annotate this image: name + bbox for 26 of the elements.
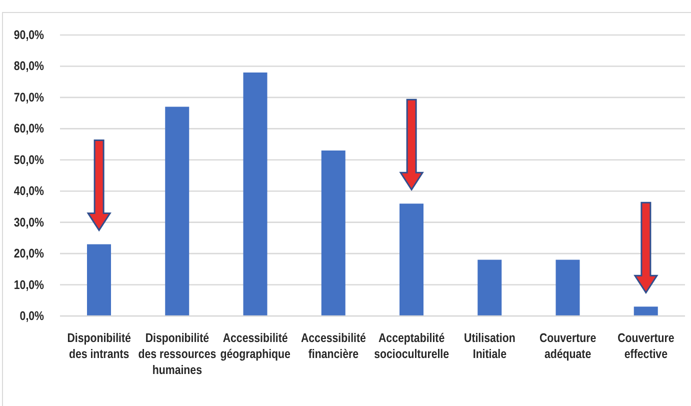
bar (321, 150, 346, 316)
bar (478, 260, 502, 316)
y-tick-label: 20,0% (14, 246, 44, 261)
y-tick-label: 90,0% (14, 28, 44, 42)
bar (634, 306, 658, 316)
x-tick-label: Disponibilité des intrants (67, 331, 132, 362)
y-tick-label: 30,0% (14, 216, 44, 230)
y-tick-label: 80,0% (14, 59, 44, 74)
bar (556, 260, 580, 316)
x-tick-label: Acceptabilité socioculturelle (374, 331, 450, 362)
x-tick-label: Utilisation Initiale (464, 331, 516, 362)
x-tick-label: Couverture adéquate (539, 331, 597, 362)
x-tick-label: Accessibilité géographique (220, 331, 291, 362)
y-tick-label: 70,0% (14, 90, 44, 105)
y-tick-label: 40,0% (14, 184, 44, 198)
bar (165, 106, 190, 316)
bar (243, 72, 268, 316)
x-tick-label: Disponibilité des ressources humaines (138, 331, 216, 378)
x-tick-label: Accessibilité financière (300, 331, 366, 362)
bar (87, 244, 111, 316)
y-tick-label: 0,0% (20, 309, 44, 324)
x-tick-label: Couverture effective (618, 331, 675, 362)
y-tick-label: 50,0% (14, 153, 44, 168)
y-tick-label: 60,0% (14, 122, 44, 136)
bar (400, 204, 424, 316)
y-tick-label: 10,0% (14, 278, 44, 292)
